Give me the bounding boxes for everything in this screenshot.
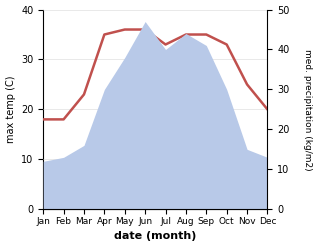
Y-axis label: med. precipitation (kg/m2): med. precipitation (kg/m2) [303,49,313,170]
X-axis label: date (month): date (month) [114,231,197,242]
Y-axis label: max temp (C): max temp (C) [5,76,16,143]
